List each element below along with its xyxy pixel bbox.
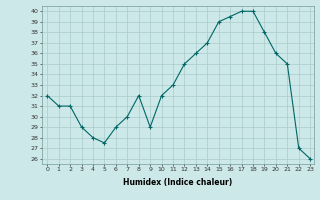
X-axis label: Humidex (Indice chaleur): Humidex (Indice chaleur) — [123, 178, 232, 187]
